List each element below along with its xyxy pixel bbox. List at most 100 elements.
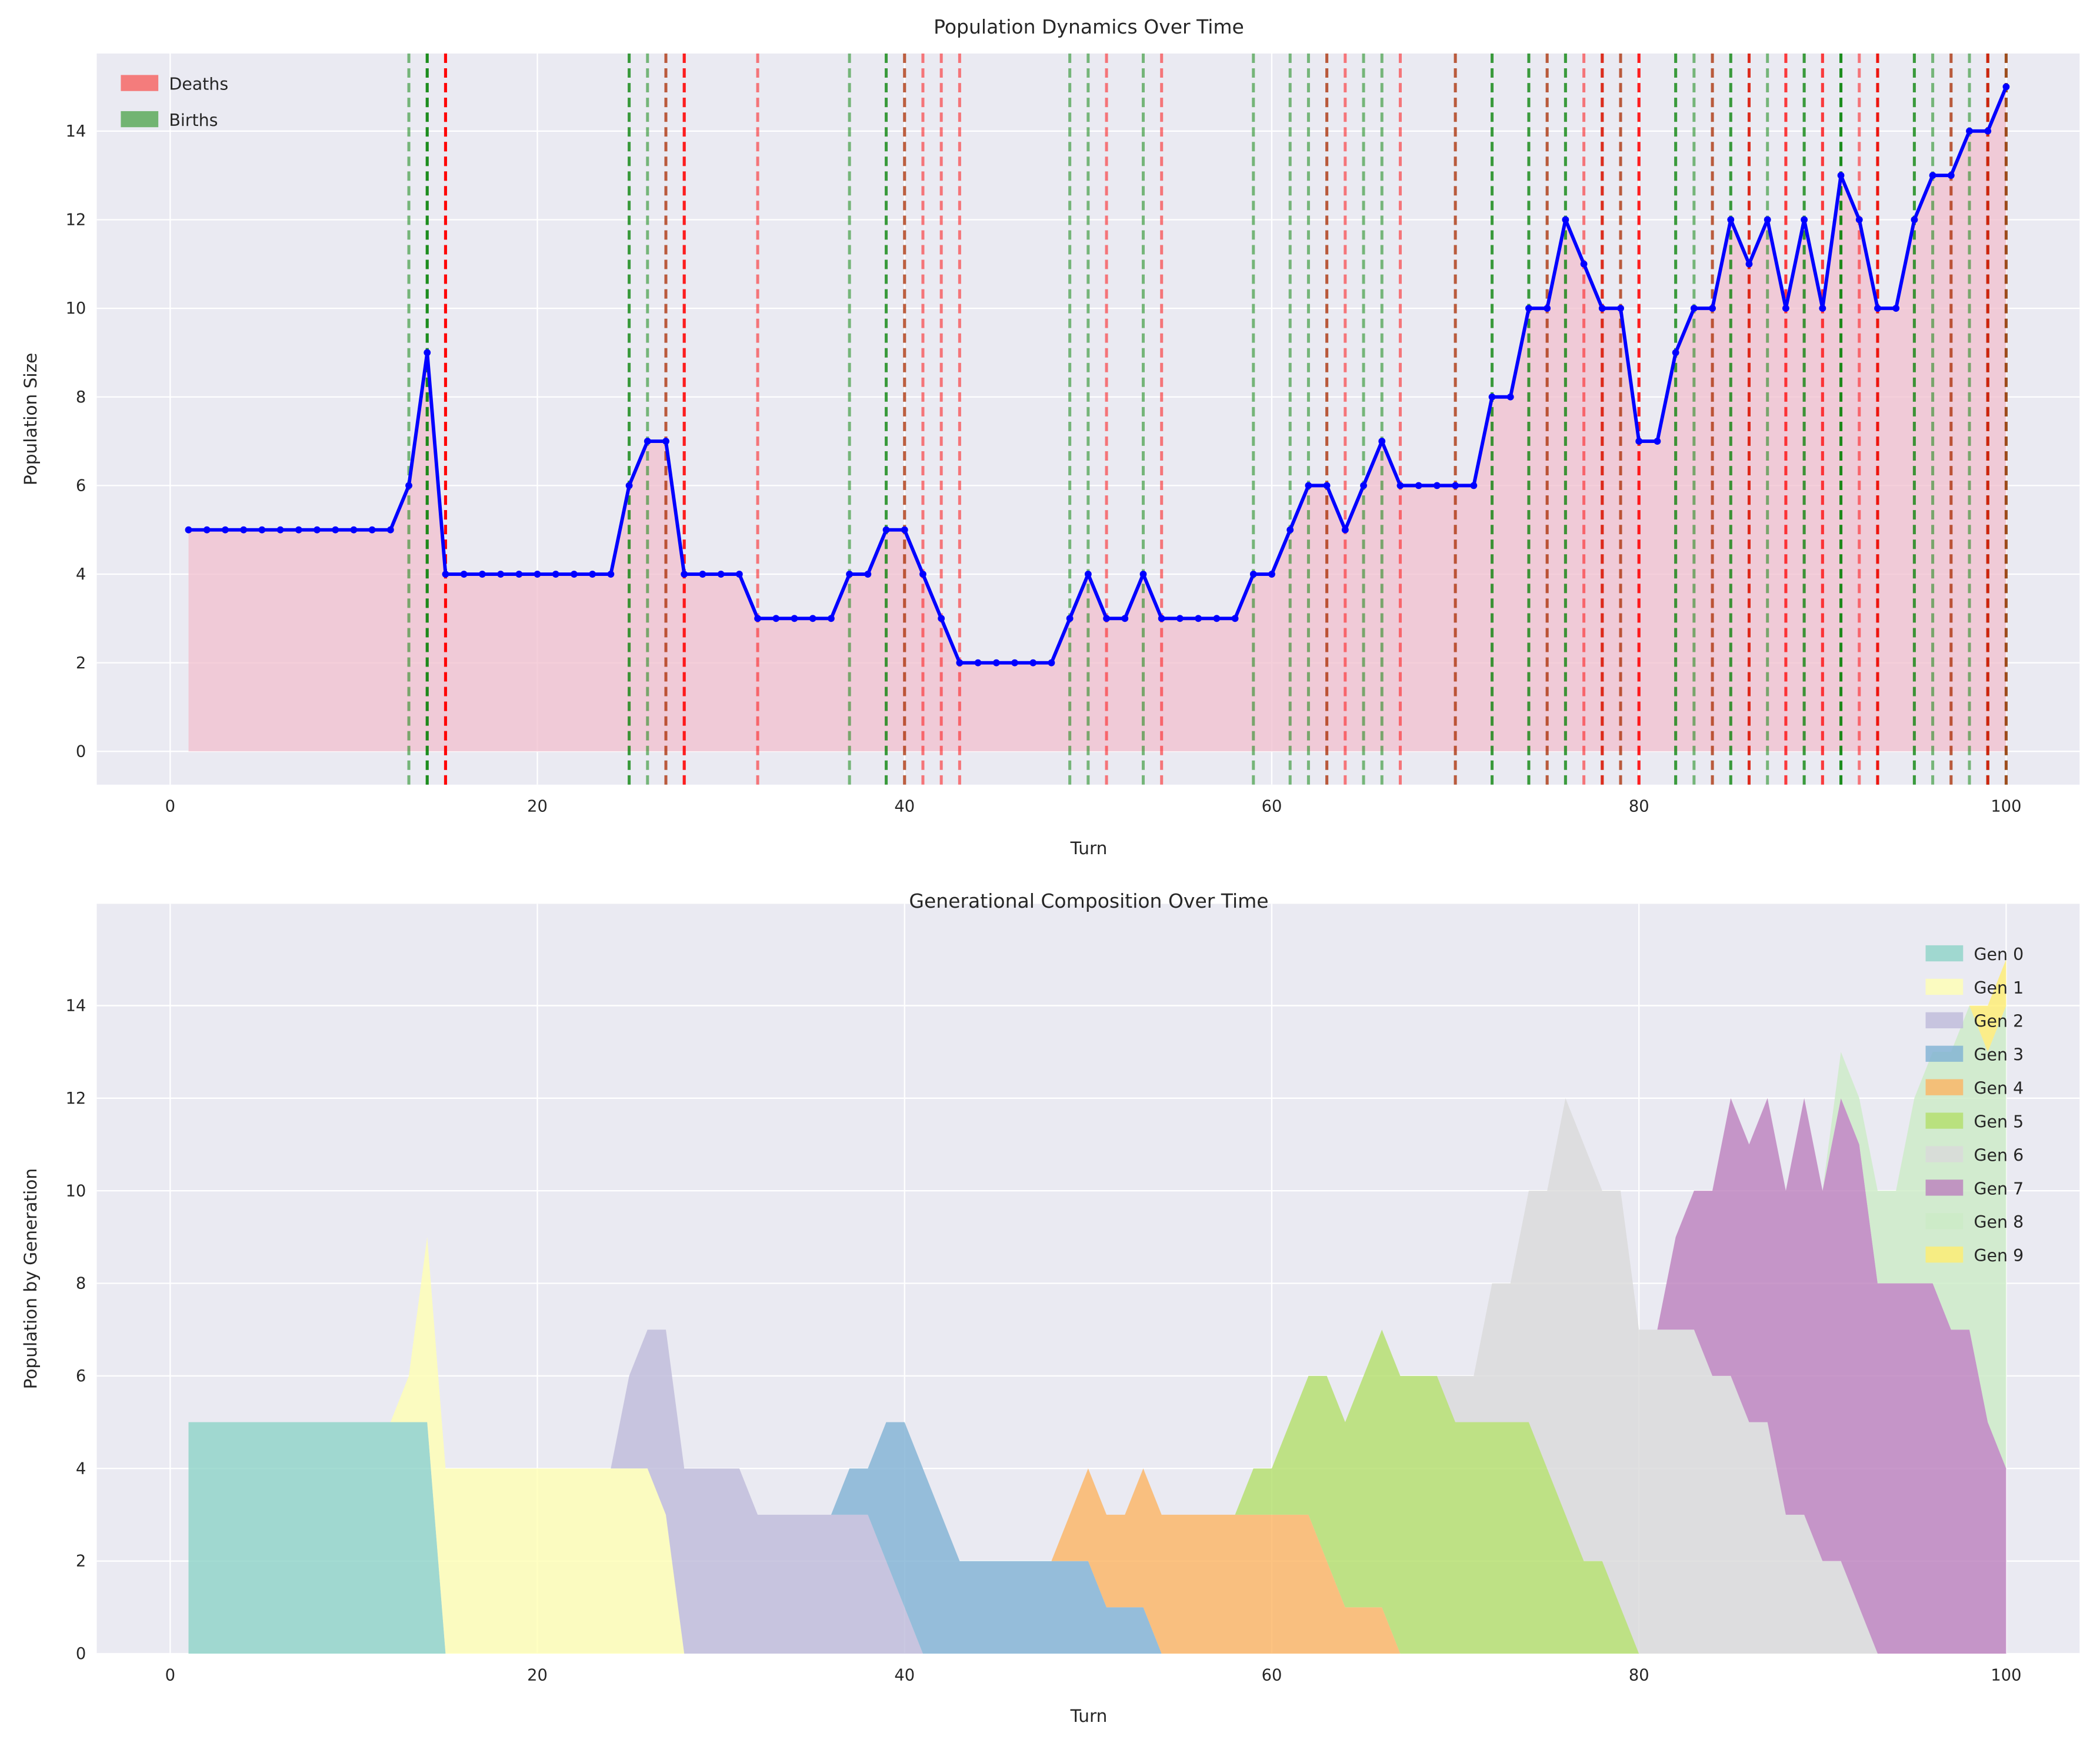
population-data-point [644, 438, 651, 445]
population-data-point [938, 615, 945, 622]
population-data-point [2002, 83, 2010, 91]
x-tick-label: 40 [894, 797, 915, 815]
population-data-point [699, 571, 706, 578]
population-data-point [662, 438, 669, 445]
y-tick-label: 2 [76, 1552, 86, 1571]
population-data-point [1452, 482, 1459, 489]
stacked-areas [188, 959, 2006, 1654]
population-data-point [1158, 615, 1165, 622]
population-data-point [1506, 393, 1514, 401]
population-data-point [1764, 216, 1771, 224]
legend-label-gen-2: Gen 2 [1974, 1012, 2024, 1031]
population-data-point [1929, 172, 1936, 179]
generational-composition-chart: 0 20 40 60 80 100 0 2 4 6 8 10 12 14 Generational Com… [21, 889, 2080, 1726]
population-data-point [1048, 659, 1055, 667]
legend-label-gen-3: Gen 3 [1974, 1045, 2024, 1065]
population-data-point [974, 659, 982, 667]
population-data-point [882, 526, 890, 534]
population-data-point [1084, 571, 1092, 578]
population-data-point [901, 526, 908, 534]
population-data-point [1249, 571, 1257, 578]
legend-label-gen-4: Gen 4 [1974, 1079, 2024, 1098]
population-data-point [276, 526, 284, 534]
tick-labels: 0 20 40 60 80 100 0 2 4 6 8 10 12 14 [65, 997, 2021, 1685]
x-tick-label: 100 [1991, 1666, 2021, 1684]
population-data-point [827, 615, 835, 622]
population-data-point [754, 615, 761, 622]
population-data-point [405, 482, 412, 489]
y-tick-label: 6 [76, 477, 86, 495]
population-data-point [314, 526, 321, 534]
y-tick-label: 10 [65, 1182, 86, 1200]
population-data-point [1396, 482, 1404, 489]
population-data-point [1911, 216, 1918, 224]
y-tick-label: 12 [65, 211, 86, 229]
legend-label-deaths: Deaths [169, 74, 228, 94]
population-data-point [1360, 482, 1367, 489]
y-tick-label: 6 [76, 1367, 86, 1385]
population-data-point [1488, 393, 1496, 401]
population-data-point [258, 526, 266, 534]
x-tick-label: 40 [894, 1666, 915, 1684]
population-data-point [1305, 482, 1312, 489]
population-data-point [864, 571, 872, 578]
population-data-point [534, 571, 541, 578]
legend-label-gen-8: Gen 8 [1974, 1212, 2024, 1232]
population-data-point [625, 482, 633, 489]
x-tick-label: 100 [1991, 797, 2021, 815]
legend: Deaths Births [121, 74, 228, 130]
population-data-point [1984, 127, 1992, 135]
population-data-point [571, 571, 578, 578]
population-data-point [1231, 615, 1239, 622]
population-data-point [791, 615, 798, 622]
legend-swatch-gen-1 [1925, 978, 1964, 995]
area-gen-5 [188, 1237, 2006, 1654]
population-data-point [497, 571, 505, 578]
population-data-point [442, 571, 449, 578]
legend-label-births: Births [169, 111, 218, 130]
population-data-point [589, 571, 596, 578]
population-data-point [1782, 305, 1789, 312]
legend-swatch-gen-9 [1925, 1247, 1964, 1263]
population-data-point [1562, 216, 1569, 224]
population-data-point [350, 526, 358, 534]
x-axis-label: Turn [1070, 838, 1108, 858]
area-gen-6 [188, 1098, 2006, 1654]
population-data-point [1011, 659, 1018, 667]
population-data-point [1874, 305, 1881, 312]
population-data-point [681, 571, 688, 578]
population-data-point [368, 526, 376, 534]
legend: Gen 0 Gen 1 Gen 2 Gen 3 Gen 4 Gen 5 Gen 6 Gen 7… [1925, 945, 2024, 1265]
population-data-point [1121, 615, 1129, 622]
x-axis-label: Turn [1070, 1706, 1108, 1726]
y-tick-label: 0 [76, 1645, 86, 1663]
population-data-point [1433, 482, 1441, 489]
population-data-point [1672, 349, 1679, 356]
area-gen-4 [188, 1237, 2006, 1654]
x-tick-label: 60 [1262, 1666, 1282, 1684]
event-lines [407, 54, 2008, 785]
population-data-point [185, 526, 192, 534]
population-data-point [203, 526, 211, 534]
y-tick-label: 8 [76, 1275, 86, 1293]
legend-swatch-births [121, 111, 159, 128]
population-data-point [332, 526, 339, 534]
legend-swatch-gen-6 [1925, 1146, 1964, 1162]
population-data-point [1176, 615, 1184, 622]
population-data-point [1727, 216, 1735, 224]
x-tick-label: 0 [165, 1666, 175, 1684]
legend-swatch-gen-2 [1925, 1012, 1964, 1029]
population-data-point [424, 349, 431, 356]
population-data-point [295, 526, 302, 534]
population-data-point [1837, 172, 1845, 179]
x-tick-label: 60 [1262, 797, 1282, 815]
population-dynamics-chart: 0 20 40 60 80 100 0 2 4 6 8 10 12 14 Population Dynam… [21, 15, 2080, 858]
population-data-point [515, 571, 523, 578]
population-data-point [240, 526, 248, 534]
population-data-point [1378, 438, 1386, 445]
area-gen-1 [188, 1237, 2006, 1654]
population-data-point [735, 571, 743, 578]
legend-label-gen-7: Gen 7 [1974, 1179, 2024, 1198]
y-tick-label: 12 [65, 1089, 86, 1108]
